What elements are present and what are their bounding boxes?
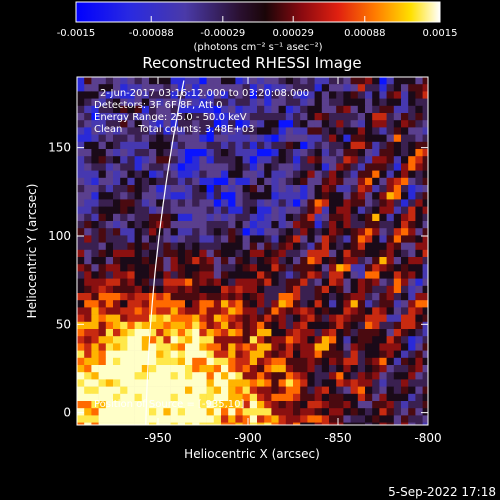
y-tick-label: 150 (48, 141, 71, 155)
colorbar-tick-label: -0.00088 (129, 28, 174, 39)
colorbar-tick-label: -0.0015 (57, 28, 96, 39)
annotation-clean-counts: Clean Total counts: 3.48E+03 (94, 124, 254, 135)
plot-title: Reconstructed RHESSI Image (142, 54, 361, 72)
x-axis: -950 -900 -850 -800 (144, 77, 442, 445)
source-position-label: Position of Source = [-935,10] (94, 399, 245, 410)
image-pixels (77, 77, 428, 425)
colorbar-tick-label: 0.0015 (423, 28, 458, 39)
annotation-time-range: 2-Jun-2017 03:16:12.000 to 03:20:08.000 (100, 88, 309, 99)
annotation-energy-range: Energy Range: 25.0 - 50.0 keV (94, 112, 247, 123)
annotation-detectors: Detectors: 3F 6F 8F, Att 0 (94, 100, 222, 111)
y-axis-label: Heliocentric Y (arcsec) (25, 184, 39, 319)
colorbar (75, 1, 441, 23)
x-tick-label: -800 (414, 431, 441, 445)
y-tick-label: 0 (63, 406, 71, 420)
footer-timestamp: 5-Sep-2022 17:18 (388, 485, 496, 499)
x-tick-label: -850 (324, 431, 351, 445)
plot-frame (76, 76, 429, 426)
x-axis-label: Heliocentric X (arcsec) (184, 447, 320, 461)
x-tick-label: -950 (144, 431, 171, 445)
colorbar-tick-label: 0.00029 (273, 28, 314, 39)
y-tick-label: 100 (48, 229, 71, 243)
colorbar-tick-label: -0.00029 (200, 28, 245, 39)
colorbar-tick-label: 0.00088 (344, 28, 385, 39)
solar-limb-line (145, 80, 185, 425)
y-tick-label: 50 (56, 317, 71, 331)
y-axis: 0 50 100 150 (48, 141, 428, 420)
colorbar-ticks: -0.0015 -0.00088 -0.00029 0.00029 0.00088 0.0… (57, 16, 458, 39)
observation-annotations: 2-Jun-2017 03:16:12.000 to 03:20:08.000 … (94, 88, 309, 135)
colorbar-unit-label: (photons cm⁻² s⁻¹ asec⁻²) (193, 42, 322, 53)
x-tick-label: -900 (234, 431, 261, 445)
